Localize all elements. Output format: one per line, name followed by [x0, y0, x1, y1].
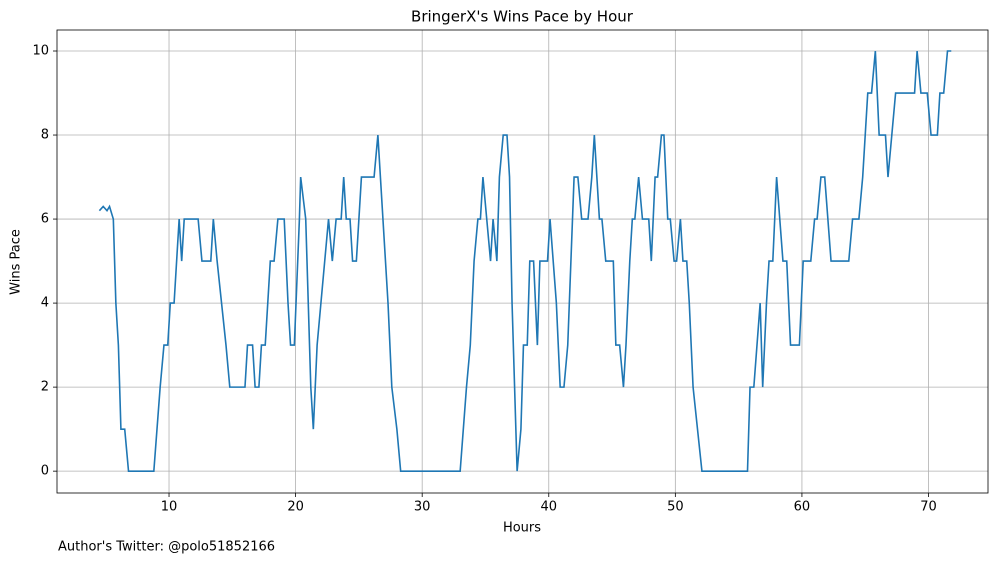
- data-line: [98, 50, 952, 472]
- x-tick-label: 10: [161, 500, 178, 515]
- y-tick-label: 4: [41, 296, 49, 311]
- x-tick-label: 30: [414, 500, 431, 515]
- y-tick-label: 6: [41, 212, 49, 227]
- y-tick-label: 10: [32, 44, 49, 59]
- x-tick-label: 40: [540, 500, 557, 515]
- x-tick-label: 70: [920, 500, 937, 515]
- y-tick-label: 0: [41, 464, 49, 479]
- x-tick-label: 60: [794, 500, 811, 515]
- y-tick-label: 2: [41, 380, 49, 395]
- footnote: Author's Twitter: @polo51852166: [58, 540, 275, 555]
- plot-frame: [56, 29, 989, 494]
- chart-title: BringerX's Wins Pace by Hour: [411, 8, 634, 26]
- y-tick-label: 8: [41, 128, 49, 143]
- x-tick-label: 50: [667, 500, 684, 515]
- x-tick-label: 20: [287, 500, 304, 515]
- y-axis-label: Wins Pace: [9, 229, 24, 295]
- x-axis-label: Hours: [503, 521, 541, 536]
